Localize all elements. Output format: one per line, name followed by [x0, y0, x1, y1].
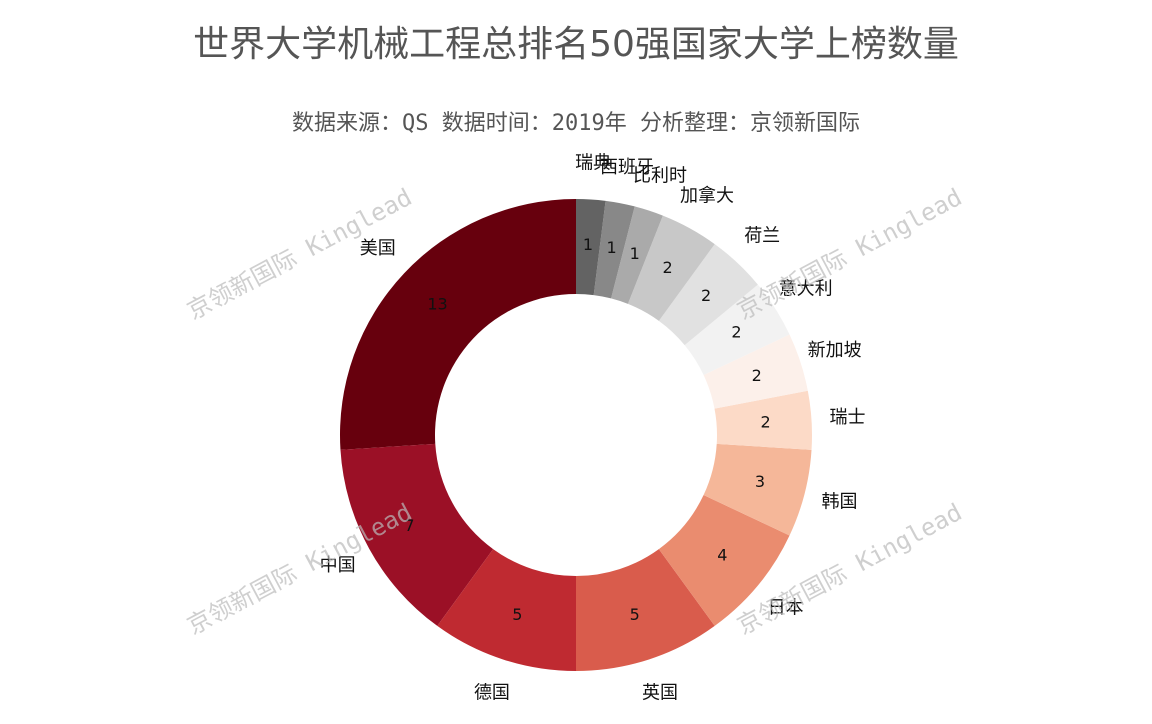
donut-slice — [658, 495, 790, 626]
donut-slice — [703, 334, 808, 409]
value-label: 3 — [755, 472, 765, 491]
donut-slice — [340, 443, 494, 626]
donut-slice — [576, 199, 606, 296]
category-label: 西班牙 — [600, 157, 654, 178]
category-label: 美国 — [360, 238, 396, 259]
donut-slice — [714, 390, 812, 450]
value-label: 4 — [717, 546, 727, 565]
donut-slice — [576, 549, 715, 671]
donut-slice — [340, 199, 576, 450]
category-label: 意大利 — [779, 278, 833, 299]
category-label: 韩国 — [821, 492, 857, 513]
donut-slice — [437, 549, 576, 671]
category-label: 加拿大 — [680, 185, 734, 207]
value-label: 13 — [427, 294, 447, 313]
category-label: 英国 — [642, 683, 678, 704]
value-label: 2 — [752, 366, 762, 385]
donut-slice — [658, 244, 758, 346]
value-label: 5 — [630, 605, 640, 624]
value-label: 7 — [404, 516, 414, 535]
category-label: 比利时 — [633, 165, 687, 186]
chart-title: 世界大学机械工程总排名50强国家大学上榜数量 — [193, 24, 959, 65]
value-label: 1 — [607, 238, 617, 257]
category-label: 荷兰 — [744, 226, 780, 247]
category-label: 新加坡 — [808, 340, 862, 361]
category-label: 瑞士 — [829, 407, 865, 428]
donut-slice — [593, 200, 635, 299]
donut-slice — [703, 443, 812, 536]
value-label: 2 — [731, 323, 741, 342]
category-label: 瑞典 — [575, 153, 611, 174]
chart-subtitle: 数据来源：QS 数据时间：2019年 分析整理：京领新国际 — [292, 111, 860, 136]
value-label: 5 — [512, 605, 522, 624]
donut-slice — [611, 206, 663, 304]
value-label: 2 — [761, 413, 771, 432]
value-label: 2 — [701, 286, 711, 305]
value-label: 1 — [630, 244, 640, 263]
value-label: 2 — [662, 258, 672, 277]
value-label: 1 — [583, 235, 593, 254]
category-label: 日本 — [768, 597, 804, 618]
category-label: 德国 — [474, 683, 510, 704]
category-label: 中国 — [320, 555, 356, 576]
donut-slice — [627, 215, 715, 321]
donut-slice — [684, 284, 790, 375]
